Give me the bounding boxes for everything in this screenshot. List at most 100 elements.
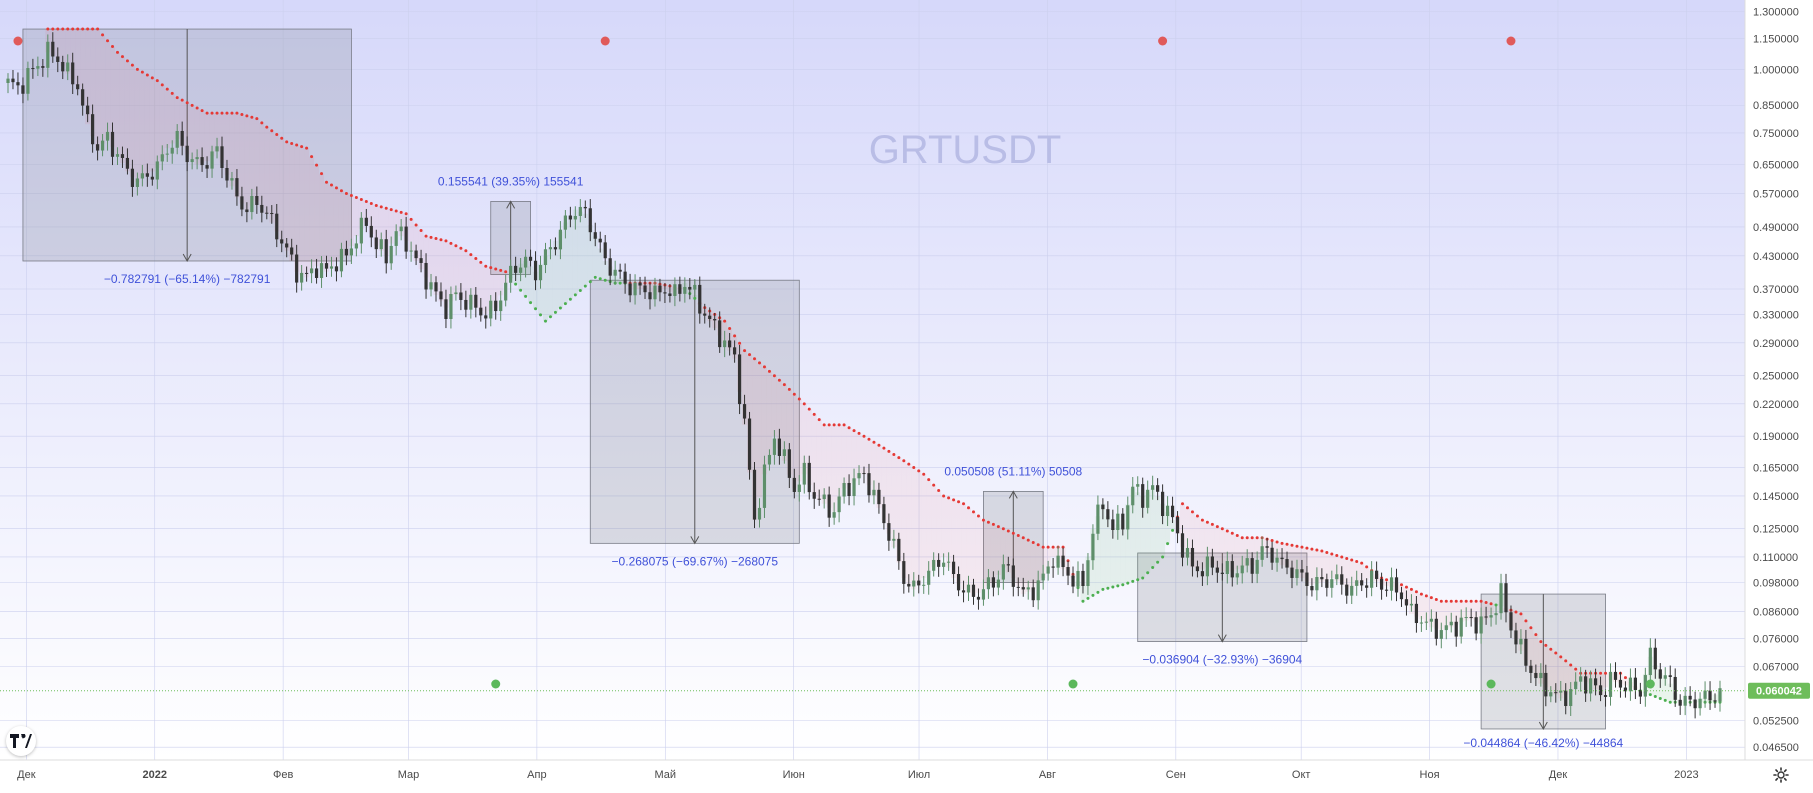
psar-dot — [334, 186, 338, 190]
candle-body — [882, 504, 886, 524]
candle-body — [887, 523, 891, 541]
tradingview-logo-icon[interactable] — [6, 726, 36, 756]
time-tick-label: Дек — [1549, 769, 1568, 781]
price-tick-label: 0.290000 — [1753, 338, 1799, 350]
time-tick-label: Июн — [783, 769, 805, 781]
psar-dot — [1031, 540, 1035, 544]
psar-dot — [812, 412, 816, 416]
psar-dot — [991, 522, 995, 526]
psar-dot — [1340, 555, 1344, 559]
price-tick-label: 0.650000 — [1753, 160, 1799, 172]
gear-icon[interactable] — [1772, 766, 1790, 784]
candle-body — [718, 320, 722, 348]
candle-body — [414, 250, 418, 259]
psar-dot — [1424, 594, 1428, 598]
candle-body — [1623, 687, 1628, 692]
candle-body — [215, 146, 219, 152]
psar-dot — [369, 201, 373, 205]
psar-dot — [220, 111, 224, 115]
candle-body — [1230, 561, 1234, 578]
psar-dot — [1623, 676, 1627, 680]
psar-dot — [1141, 576, 1145, 580]
psar-dot — [912, 465, 916, 469]
candle-body — [1350, 585, 1354, 596]
candle-body — [285, 243, 289, 248]
psar-dot — [1006, 529, 1010, 533]
psar-dot — [857, 431, 861, 435]
candle-body — [175, 130, 179, 148]
psar-dot — [1026, 538, 1030, 542]
price-tick-label: 0.750000 — [1753, 128, 1799, 140]
candle-body — [523, 256, 528, 268]
psar-dot — [1549, 647, 1553, 651]
psar-dot — [1300, 545, 1304, 549]
candle-body — [668, 293, 672, 297]
candle-body — [41, 66, 45, 68]
psar-dot — [1106, 586, 1110, 590]
candle-body — [489, 300, 493, 319]
price-tick-label: 0.052500 — [1753, 715, 1799, 727]
candle-body — [927, 570, 931, 585]
candle-body — [1708, 690, 1712, 701]
psar-dot — [439, 238, 443, 242]
candle-body — [912, 580, 916, 587]
psar-dot — [479, 260, 483, 264]
candle-body — [832, 512, 836, 518]
candle-body — [51, 41, 55, 57]
candle-body — [1404, 599, 1409, 606]
psar-dot — [1081, 599, 1085, 603]
price-tick-label: 1.150000 — [1753, 33, 1799, 45]
candle-body — [1718, 688, 1722, 702]
candle-body — [1021, 587, 1025, 590]
psar-dot — [1255, 536, 1259, 540]
candle-body — [1434, 618, 1438, 639]
psar-dot — [1086, 596, 1090, 600]
candle-body — [110, 131, 115, 157]
psar-dot — [459, 246, 463, 250]
psar-dot — [1559, 655, 1563, 659]
candle-body — [1429, 618, 1433, 622]
psar-dot — [101, 33, 105, 37]
candle-body — [1668, 675, 1672, 677]
candle-body — [558, 229, 563, 250]
candle-body — [220, 146, 224, 169]
psar-dot — [409, 217, 413, 221]
candle-body — [937, 559, 941, 567]
measure-arrowhead — [182, 253, 192, 262]
psar-dot — [454, 244, 458, 248]
psar-dot — [464, 249, 468, 253]
candle-body — [922, 584, 926, 586]
candle-body — [190, 159, 194, 163]
candle-body — [1250, 558, 1254, 574]
candle-body — [1484, 616, 1488, 618]
time-axis-panel[interactable] — [0, 760, 1745, 788]
candle-body — [1439, 630, 1443, 639]
price-axis-panel[interactable] — [1745, 0, 1813, 760]
candle-body — [1464, 617, 1468, 619]
candle-body — [334, 266, 339, 272]
psar-dot — [693, 296, 697, 300]
time-tick-label: Дек — [17, 769, 36, 781]
candle-body — [180, 130, 184, 146]
candle-body — [553, 247, 558, 250]
psar-dot — [1524, 619, 1528, 623]
psar-dot — [1215, 525, 1219, 529]
candle-body — [349, 248, 353, 256]
candle-body — [812, 492, 816, 499]
psar-dot — [967, 506, 971, 510]
psar-dot — [1001, 527, 1005, 531]
candle-body — [907, 583, 911, 587]
candle-body — [1524, 638, 1528, 666]
candle-body — [1001, 564, 1005, 580]
psar-dot — [170, 91, 174, 95]
candle-body — [1051, 566, 1055, 568]
candle-body — [1141, 484, 1145, 508]
psar-dot — [1091, 593, 1095, 597]
psar-dot — [1434, 597, 1438, 601]
candle-body — [429, 282, 433, 290]
psar-dot — [1574, 667, 1578, 671]
candle-body — [961, 590, 966, 593]
psar-dot — [738, 341, 742, 345]
